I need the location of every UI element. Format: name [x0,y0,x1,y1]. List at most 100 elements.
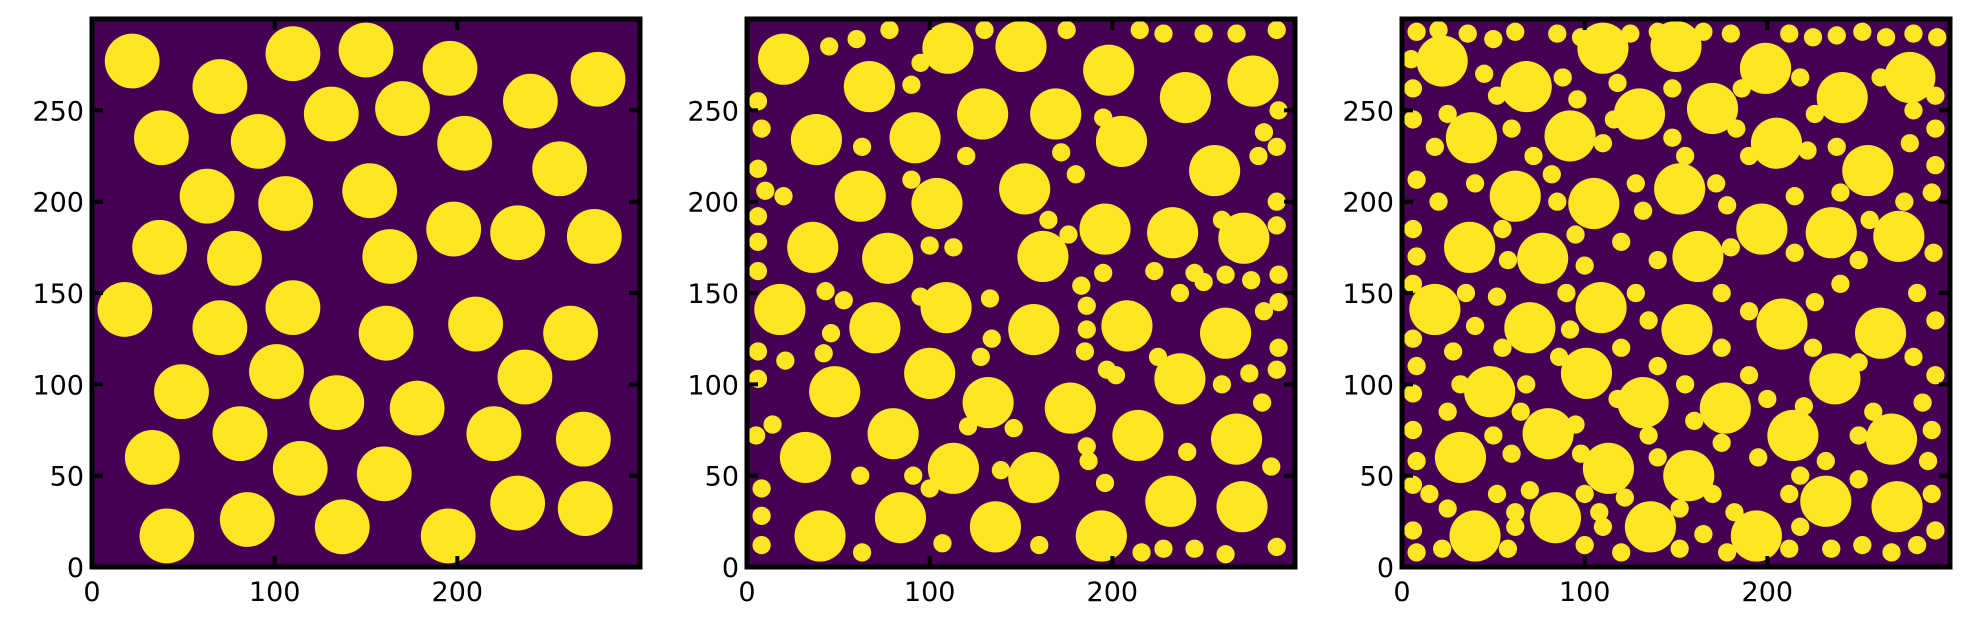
particle [834,170,886,222]
particle [543,305,598,361]
particle [1926,311,1945,330]
particle [497,349,553,405]
particle [1498,250,1518,270]
particle [874,492,927,544]
particle [757,33,810,85]
particle [1416,35,1468,87]
particle [1907,283,1927,303]
particle [1568,177,1620,230]
y-tick-label: 100 [32,370,84,401]
particle [922,22,974,74]
particle [179,168,235,224]
particle [1444,221,1496,273]
particle [1805,104,1824,124]
particle [1712,433,1731,452]
particle [1849,426,1868,445]
particle [911,287,930,306]
particle [1663,128,1682,147]
particle [1094,108,1113,127]
particle [1827,137,1846,156]
particle [1112,409,1164,462]
particle [1517,375,1536,394]
particle [1712,338,1731,357]
particle [1409,283,1461,336]
particle [1739,42,1792,94]
y-tick-label: 250 [687,96,739,127]
particle [192,300,248,356]
particle [532,141,588,197]
particle [763,415,782,434]
particle [1758,389,1777,409]
particle [1210,413,1263,465]
particle [1663,79,1682,98]
particle [927,442,979,494]
particle [1095,473,1115,493]
particle [747,426,766,445]
particle [1699,382,1751,434]
y-tick-label: 150 [1342,279,1394,310]
particle [1456,283,1476,303]
particle [338,22,394,78]
particle [754,283,806,336]
particle [1517,232,1569,284]
particle [1407,247,1426,266]
particle [1484,426,1503,445]
particle [1593,134,1613,153]
y-tick-label: 150 [32,279,84,310]
particle [752,479,771,498]
particle [212,406,268,462]
particle [1132,543,1151,562]
particle [1489,170,1541,222]
particle [957,88,1009,140]
particle [1686,82,1739,135]
particle [1498,539,1518,558]
particle [1739,146,1759,166]
particle [787,221,839,273]
particle [1240,364,1259,383]
particle [1624,501,1676,553]
particle [1707,174,1726,193]
particle [1727,119,1746,138]
particle [1200,307,1252,359]
particle [1212,210,1232,230]
particle [1548,24,1567,43]
particle [1785,243,1804,262]
particle [1608,389,1627,409]
particle [1170,283,1190,303]
particle [1101,300,1153,352]
particle [748,342,768,361]
particle [1926,156,1945,175]
x-tick-label: 100 [1559,577,1611,608]
particle [880,20,899,40]
particle [1730,510,1782,562]
particle [958,417,978,436]
particle [1267,137,1286,156]
particle [752,506,771,525]
particle [1500,61,1552,113]
particle [1407,356,1426,376]
particle [1403,219,1423,239]
particle [1670,539,1689,558]
particle [104,33,160,89]
particle [1725,503,1744,522]
particle [971,347,990,367]
particle [1849,470,1868,489]
particle [1648,356,1667,376]
particle [1487,86,1507,105]
y-tick-label: 250 [1342,96,1394,127]
particle [1425,137,1445,156]
particle [437,115,493,171]
particle [1816,451,1835,471]
particle [1227,24,1246,43]
particle [1403,329,1423,348]
particle [314,499,370,555]
y-tick-label: 50 [1360,462,1394,493]
particle [1189,145,1241,197]
particle [1922,484,1941,504]
particle [1831,183,1850,202]
particle [748,207,768,226]
particle [1712,283,1731,303]
particle [1571,444,1591,463]
particle [1072,276,1091,295]
